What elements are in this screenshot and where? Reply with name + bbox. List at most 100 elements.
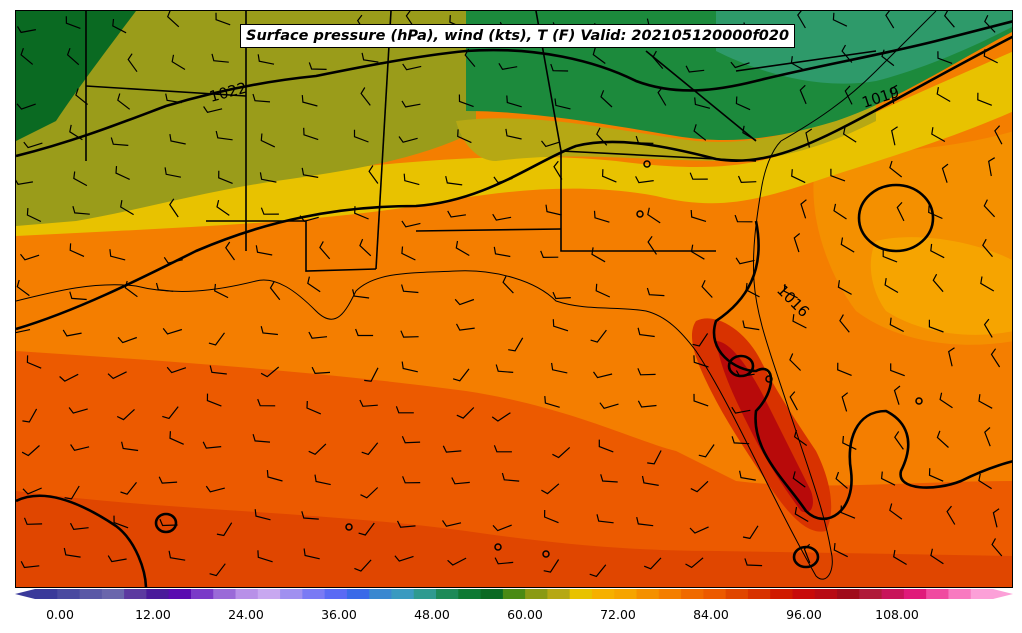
- colorbar-tick-label: 24.00: [228, 607, 264, 622]
- wind-barb: [401, 246, 416, 261]
- wind-barb: [493, 246, 511, 258]
- wind-barb: [16, 103, 36, 110]
- wind-barb: [742, 125, 757, 141]
- wind-barb: [494, 557, 514, 565]
- wind-barb: [550, 63, 569, 72]
- wind-barb: [112, 18, 127, 34]
- wind-barb: [455, 323, 475, 331]
- wind-barb: [889, 317, 904, 333]
- wind-barb: [116, 408, 135, 421]
- wind-barb: [505, 128, 522, 140]
- wind-barb: [833, 203, 847, 220]
- temperature-fill-gulf-south: [16, 491, 1012, 587]
- wind-barb: [361, 52, 379, 63]
- wind-barb: [16, 26, 37, 34]
- colorbar-swatch: [168, 589, 192, 599]
- wind-barb: [730, 61, 750, 69]
- wind-barb: [731, 406, 751, 414]
- wind-barb: [742, 525, 759, 540]
- wind-barb: [506, 95, 522, 108]
- wind-barb: [208, 332, 225, 346]
- wind-barb: [596, 514, 614, 524]
- wind-barb: [502, 275, 514, 294]
- temperature-fill-yellow-band: [16, 51, 1012, 236]
- wind-barb: [690, 480, 709, 493]
- wind-barb: [452, 368, 470, 382]
- wind-barb: [205, 485, 225, 493]
- wind-barb: [352, 289, 370, 299]
- wind-barb: [800, 199, 807, 219]
- colorbar-swatch: [881, 589, 905, 599]
- wind-barb: [451, 477, 470, 485]
- wind-barb: [791, 169, 806, 184]
- wind-barb: [734, 214, 753, 223]
- colorbar-swatch: [636, 589, 660, 599]
- wind-barb: [928, 468, 944, 482]
- wind-barb: [394, 555, 414, 562]
- colorbar-swatch: [257, 589, 281, 599]
- wind-barb: [896, 201, 905, 222]
- wind-barb: [168, 550, 186, 561]
- wind-barb: [685, 557, 704, 569]
- wind-barb: [885, 11, 895, 29]
- colorbar-swatch: [970, 589, 994, 599]
- wind-barb: [889, 160, 903, 178]
- wind-barb: [652, 50, 664, 69]
- wind-barb: [26, 355, 42, 369]
- wind-barb: [931, 127, 946, 143]
- wind-barb: [492, 213, 512, 221]
- wind-barb: [301, 167, 319, 178]
- wind-barb: [890, 363, 905, 377]
- wind-barb: [68, 407, 88, 414]
- colorbar-swatch: [948, 589, 972, 599]
- wind-barb: [355, 328, 374, 337]
- wind-barb: [735, 370, 755, 378]
- wind-barb: [120, 199, 134, 216]
- wind-barb: [641, 475, 659, 486]
- wind-barb: [894, 431, 904, 450]
- wind-barb: [359, 399, 378, 407]
- wind-barb: [689, 172, 708, 180]
- wind-barb: [591, 247, 606, 263]
- wind-barb: [396, 520, 416, 528]
- wind-barb: [395, 406, 414, 414]
- wind-barb: [988, 157, 996, 177]
- colorbar-swatch: [926, 589, 949, 599]
- wind-barb: [694, 97, 711, 109]
- wind-barb: [551, 362, 568, 374]
- wind-barb: [169, 134, 186, 145]
- wind-barb: [493, 176, 513, 184]
- wind-barb: [257, 550, 273, 563]
- colorbar-tick-label: 0.00: [46, 607, 74, 622]
- colorbar-tick-label: 84.00: [693, 607, 729, 622]
- wind-barb: [252, 93, 271, 103]
- wind-barb: [882, 249, 898, 263]
- colorbar-swatch: [747, 589, 771, 599]
- colorbar-swatch: [658, 589, 682, 599]
- wind-barb: [20, 253, 40, 261]
- colorbar-swatch: [413, 589, 437, 599]
- wind-barb: [109, 249, 126, 261]
- wind-barb: [599, 402, 619, 409]
- colorbar-swatch: [235, 589, 259, 599]
- wind-barb: [307, 276, 321, 293]
- wind-barb: [69, 124, 83, 141]
- wind-barb: [456, 407, 475, 419]
- wind-barb: [646, 287, 665, 297]
- wind-barb: [793, 429, 808, 446]
- wind-barb: [308, 331, 328, 339]
- wind-barb: [978, 473, 992, 490]
- wind-barb: [110, 137, 129, 146]
- wind-barb: [690, 244, 705, 260]
- wind-barb: [22, 408, 38, 423]
- colorbar-swatch: [480, 589, 504, 599]
- wind-barb: [977, 92, 993, 106]
- wind-barb: [657, 86, 667, 106]
- wind-barb: [402, 476, 421, 484]
- wind-barb: [698, 444, 715, 458]
- wind-barb: [260, 366, 280, 378]
- wind-barb: [891, 126, 898, 146]
- wind-barb: [455, 240, 470, 257]
- colorbar-swatch: [681, 589, 704, 599]
- wind-barb: [544, 396, 560, 408]
